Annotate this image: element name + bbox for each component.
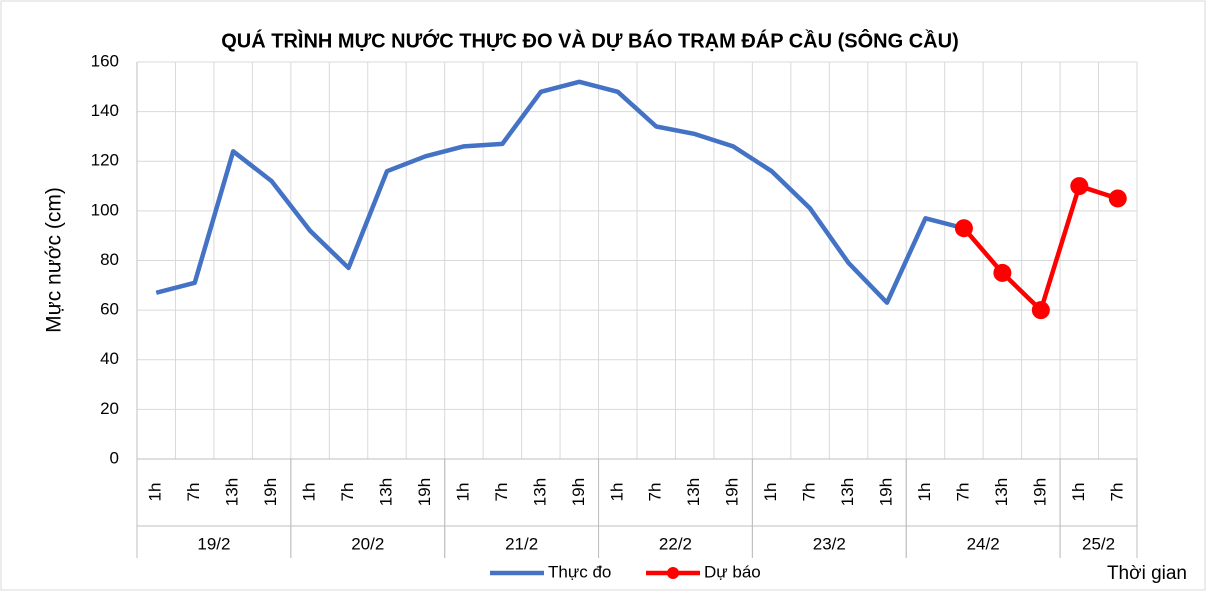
x-tick-label: 7h <box>646 483 665 502</box>
chart-title: QUÁ TRÌNH MỰC NƯỚC THỰC ĐO VÀ DỰ BÁO TRẠ… <box>221 28 958 52</box>
x-tick-label: 7h <box>800 483 819 502</box>
legend-label: Thực đo <box>548 562 611 581</box>
x-tick-label: 7h <box>338 483 357 502</box>
x-tick-label: 7h <box>492 483 511 502</box>
y-tick-label: 120 <box>91 151 119 170</box>
x-tick-label: 1h <box>453 483 472 502</box>
point <box>1108 189 1127 208</box>
point <box>1070 177 1089 196</box>
x-axis-label: Thời gian <box>1107 563 1187 584</box>
x-tick-label: 19h <box>1030 478 1049 506</box>
x-group-label: 23/2 <box>813 534 846 553</box>
y-tick-label: 100 <box>91 200 119 219</box>
y-tick-label: 60 <box>100 300 119 319</box>
y-tick-label: 40 <box>100 349 119 368</box>
x-tick-label: 1h <box>607 483 626 502</box>
legend-label: Dự báo <box>704 562 761 581</box>
y-axis-label: Mực nước (cm) <box>43 187 66 333</box>
x-tick-label: 1h <box>915 483 934 502</box>
y-tick-label: 0 <box>110 448 119 467</box>
x-tick-label: 13h <box>376 478 395 506</box>
x-tick-label: 1h <box>300 483 319 502</box>
x-tick-label: 13h <box>838 478 857 506</box>
x-tick-label: 13h <box>530 478 549 506</box>
x-tick-label: 19h <box>876 478 895 506</box>
x-group-label: 21/2 <box>505 534 538 553</box>
x-tick-label: 1h <box>146 483 165 502</box>
series-line <box>155 79 965 305</box>
x-tick-label: 1h <box>1069 483 1088 502</box>
x-tick-label: 7h <box>184 483 203 502</box>
x-group-label: 20/2 <box>351 534 384 553</box>
x-group-label: 19/2 <box>197 534 230 553</box>
x-tick-label: 7h <box>1107 483 1126 502</box>
x-group-label: 22/2 <box>659 534 692 553</box>
point <box>954 219 973 238</box>
x-tick-label: 19h <box>261 478 280 506</box>
point <box>993 263 1012 282</box>
x-tick-label: 13h <box>223 478 242 506</box>
x-tick-label: 19h <box>569 478 588 506</box>
y-tick-label: 160 <box>91 51 119 70</box>
y-tick-label: 140 <box>91 101 119 120</box>
x-tick-label: 13h <box>992 478 1011 506</box>
x-tick-label: 7h <box>953 483 972 502</box>
y-tick-label: 80 <box>100 250 119 269</box>
x-tick-label: 19h <box>723 478 742 506</box>
legend-marker <box>667 567 679 579</box>
point <box>1031 301 1050 320</box>
y-tick-label: 20 <box>100 399 119 418</box>
x-group-label: 24/2 <box>967 534 1000 553</box>
x-group-label: 25/2 <box>1082 534 1115 553</box>
x-tick-label: 13h <box>684 478 703 506</box>
x-tick-label: 1h <box>761 483 780 502</box>
x-tick-label: 19h <box>415 478 434 506</box>
